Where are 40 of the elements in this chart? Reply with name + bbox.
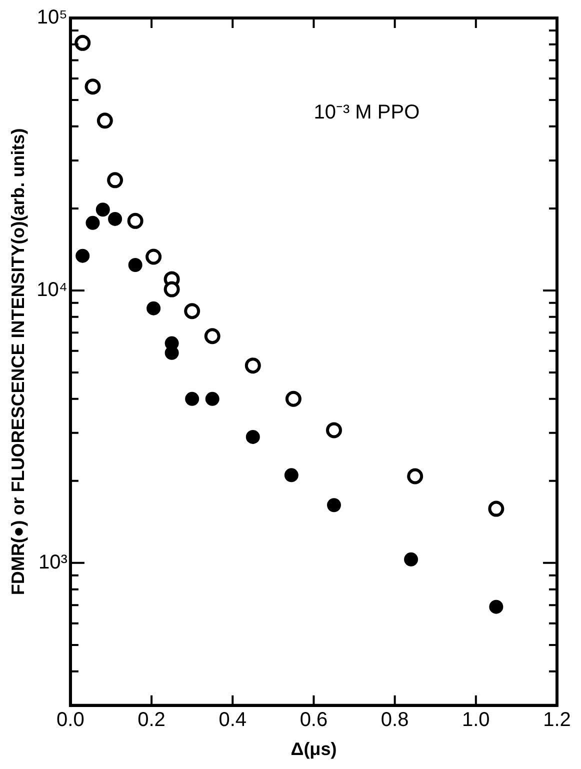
point <box>326 422 342 438</box>
x-tick-label: 0.4 <box>218 708 247 731</box>
y-tick-label: 10⁵ <box>36 6 68 29</box>
y-tick-label: 10³ <box>38 551 68 574</box>
point <box>205 392 220 406</box>
point <box>84 78 101 95</box>
point <box>146 248 162 265</box>
point <box>96 202 110 217</box>
point <box>488 500 504 517</box>
point <box>404 552 418 566</box>
point <box>164 281 180 298</box>
point <box>96 112 113 129</box>
y-tick-label: 10⁴ <box>36 278 68 301</box>
x-tick-label: 0.0 <box>56 708 84 731</box>
point <box>76 248 90 263</box>
x-tick-label: 0.2 <box>138 708 166 731</box>
point <box>246 430 260 444</box>
point <box>127 212 144 229</box>
x-tick-label: 1.2 <box>543 708 571 731</box>
x-tick-label: 0.8 <box>380 708 409 731</box>
point <box>107 172 124 188</box>
x-tick-label: 1.0 <box>462 708 490 731</box>
point <box>185 392 200 406</box>
y-axis-title: FDMR(●) or FLUORESCENCE INTENSITY(o)(arb. units) <box>8 128 28 596</box>
point <box>128 258 142 272</box>
point <box>74 34 91 51</box>
point <box>326 498 341 512</box>
point <box>489 600 504 614</box>
point <box>285 390 302 407</box>
point <box>146 301 161 316</box>
point <box>204 328 220 344</box>
annotation: 10⁻³ M PPO <box>314 102 420 124</box>
point <box>86 216 100 230</box>
point <box>407 468 424 484</box>
point <box>108 212 122 226</box>
point <box>284 468 298 482</box>
x-tick-label: 0.6 <box>300 708 328 731</box>
point <box>244 358 261 374</box>
point <box>184 303 200 320</box>
x-axis-title: Δ(μs) <box>290 739 337 760</box>
